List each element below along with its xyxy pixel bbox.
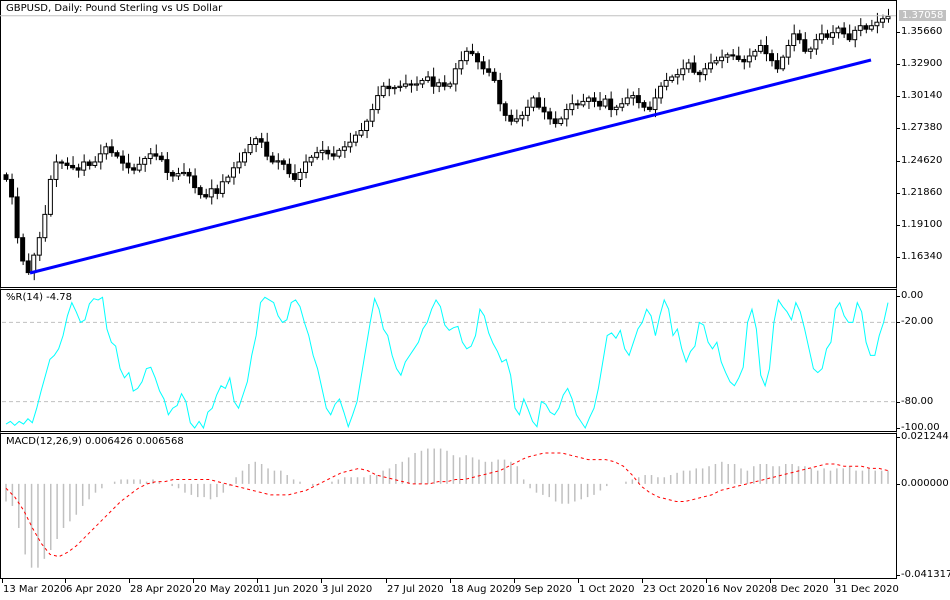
macd-label: MACD(12,26,9) 0.006426 0.006568 [6,436,184,447]
wpr-axis-label: 0.00 [901,290,924,301]
price-axis-label: 1.21860 [901,186,943,198]
date-tick [706,578,707,583]
axis-tick [896,401,900,403]
axis-tick [896,428,900,429]
date-tick [386,578,387,583]
date-tick [321,578,322,583]
date-tick [193,578,194,583]
axis-tick [896,160,900,162]
axis-tick [896,64,900,66]
wpr-axis-label: -100.00 [901,422,940,433]
axis-tick [896,437,900,438]
current-price-tag: 1.37058 [899,10,947,21]
axis-tick [896,296,900,297]
date-axis-label: 3 Jul 2020 [322,584,373,595]
macd-axis-label: 0.000000 [901,477,949,489]
date-axis-label: 1 Oct 2020 [579,584,635,595]
wpr-label: %R(14) -4.78 [6,292,73,303]
date-tick [578,578,579,583]
macd-axis-label: 0.021244 [901,431,949,442]
date-tick [514,578,515,583]
date-axis-label: 13 Mar 2020 [3,584,67,595]
date-axis-label: 6 Apr 2020 [66,584,122,595]
date-tick [257,578,258,583]
axis-tick [896,32,900,33]
date-axis-label: 8 Dec 2020 [771,584,829,595]
date-tick [65,578,66,583]
date-axis-label: 11 Jun 2020 [258,584,319,595]
date-axis-label: 23 Oct 2020 [643,584,705,595]
date-axis-label: 18 Aug 2020 [451,584,516,595]
price-axis-label: 1.19100 [901,218,943,230]
date-tick [2,578,3,583]
date-axis-label: 9 Sep 2020 [515,584,573,595]
date-tick [770,578,771,583]
price-axis-label: 1.35660 [901,26,943,37]
date-axis-label: 27 Jul 2020 [387,584,444,595]
date-tick [642,578,643,583]
macd-panel[interactable]: MACD(12,26,9) 0.006426 0.006568 [0,431,897,579]
date-axis-label: 16 Nov 2020 [707,584,772,595]
axis-tick [896,322,900,324]
date-axis-label: 28 Apr 2020 [130,584,192,595]
wpr-axis-label: -80.00 [901,395,934,407]
macd-axis-label: -0.041317 [901,569,950,580]
axis-tick [896,257,900,258]
date-tick [834,578,835,583]
date-axis-label: 20 May 2020 [194,584,260,595]
main-price-panel[interactable]: GBPUSD, Daily: Pound Sterling vs US Doll… [0,0,897,289]
price-axis-label: 1.27380 [901,122,943,134]
price-axis-label: 1.24620 [901,154,943,166]
axis-tick [896,96,900,98]
axis-tick [896,128,900,130]
axis-tick [896,483,900,485]
date-axis-label: 31 Dec 2020 [835,584,899,595]
price-axis-label: 1.30140 [901,90,943,102]
axis-tick [896,575,900,576]
date-tick [450,578,451,583]
date-tick [129,578,130,583]
wpr-axis-label: -20.00 [901,316,934,328]
price-axis-label: 1.16340 [901,251,943,262]
axis-tick [896,224,900,226]
williams-r-panel[interactable]: %R(14) -4.78 [0,287,897,433]
chart-title: GBPUSD, Daily: Pound Sterling vs US Doll… [6,3,223,14]
axis-tick [896,192,900,194]
price-axis-label: 1.32900 [901,58,943,70]
